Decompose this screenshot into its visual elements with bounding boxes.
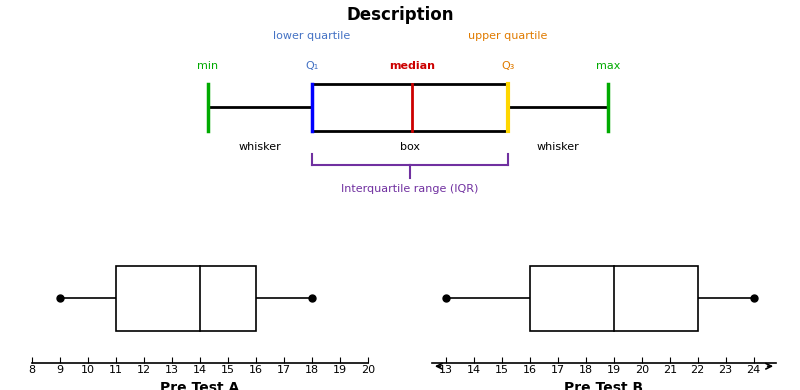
Text: Q₃: Q₃ (502, 61, 514, 71)
Bar (530, 266, 698, 330)
Text: Description: Description (346, 6, 454, 25)
Bar (116, 266, 256, 330)
Text: max: max (596, 61, 620, 71)
Text: upper quartile: upper quartile (468, 31, 548, 41)
Text: whisker: whisker (537, 142, 579, 152)
Text: whisker: whisker (238, 142, 282, 152)
X-axis label: Pre Test B: Pre Test B (565, 381, 643, 390)
Text: min: min (198, 61, 218, 71)
Text: lower quartile: lower quartile (274, 31, 350, 41)
Text: box: box (400, 142, 420, 152)
Bar (312, 84, 508, 131)
X-axis label: Pre Test A: Pre Test A (160, 381, 240, 390)
Text: Interquartile range (IQR): Interquartile range (IQR) (342, 184, 478, 195)
Text: Q₁: Q₁ (306, 61, 318, 71)
Text: median: median (389, 61, 435, 71)
